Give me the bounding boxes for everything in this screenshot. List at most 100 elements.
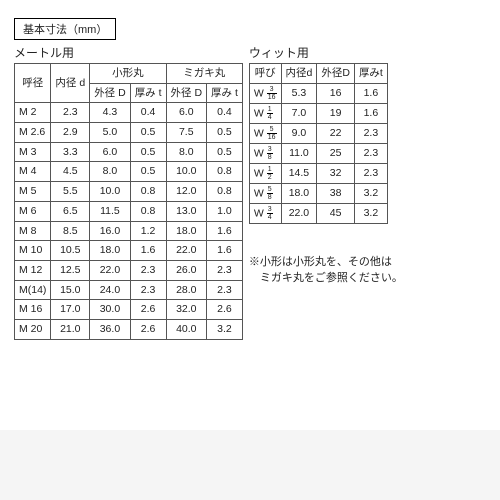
w-t: 厚みt — [354, 64, 387, 84]
table-row: W 3422.0453.2 — [249, 203, 387, 223]
table-row: M 88.516.01.218.01.6 — [15, 221, 243, 241]
cell: 0.8 — [207, 182, 243, 202]
metric-table: 呼径 内径 d 小形丸 ミガキ丸 外径 D 厚み t 外径 D 厚み t M 2… — [14, 63, 243, 340]
cell: 8.0 — [166, 142, 207, 162]
cell: 22.0 — [166, 241, 207, 261]
cell: 2.6 — [207, 300, 243, 320]
cell: 2.3 — [354, 163, 387, 183]
cell: 4.5 — [51, 162, 90, 182]
cell: 2.3 — [207, 280, 243, 300]
table-row: M 33.36.00.58.00.5 — [15, 142, 243, 162]
col-od1: 外径 D — [90, 83, 131, 103]
table-row: M 2.62.95.00.57.50.5 — [15, 123, 243, 143]
cell: 8.0 — [90, 162, 131, 182]
title-box: 基本寸法（mm） — [14, 18, 116, 40]
cell: 10.0 — [90, 182, 131, 202]
cell: 9.0 — [281, 123, 317, 143]
cell: 0.5 — [207, 142, 243, 162]
note-line1: ※小形は小形丸を、その他は — [249, 256, 392, 268]
cell: 22.0 — [281, 203, 317, 223]
w-od: 外径D — [317, 64, 355, 84]
note-line2: ミガキ丸をご参照ください。 — [249, 272, 403, 284]
cell: 0.8 — [130, 201, 166, 221]
cell: 7.5 — [166, 123, 207, 143]
whit-table: 呼び 内径d 外径D 厚みt W 3165.3161.6W 147.0191.6… — [249, 63, 388, 224]
cell: 22 — [317, 123, 355, 143]
table-row: W 5818.0383.2 — [249, 183, 387, 203]
table-row: M 22.34.30.46.00.4 — [15, 103, 243, 123]
cell: 19 — [317, 103, 355, 123]
col-id: 内径 d — [51, 64, 90, 103]
cell-call: W 38 — [249, 143, 281, 163]
cell: 32.0 — [166, 300, 207, 320]
cell: 3.2 — [354, 203, 387, 223]
cell: 22.0 — [90, 260, 131, 280]
cell-call: W 12 — [249, 163, 281, 183]
cell: 2.3 — [130, 260, 166, 280]
cell: 11.5 — [90, 201, 131, 221]
cell: M 6 — [15, 201, 51, 221]
cell: M 2 — [15, 103, 51, 123]
cell: 0.4 — [207, 103, 243, 123]
cell: 14.5 — [281, 163, 317, 183]
cell: 40.0 — [166, 319, 207, 339]
cell: 1.0 — [207, 201, 243, 221]
cell: 12.5 — [51, 260, 90, 280]
cell: 0.5 — [130, 123, 166, 143]
cell: 32 — [317, 163, 355, 183]
cell-call: W 58 — [249, 183, 281, 203]
footnote: ※小形は小形丸を、その他は ミガキ丸をご参照ください。 — [249, 254, 403, 287]
table-row: M 1617.030.02.632.02.6 — [15, 300, 243, 320]
cell: 1.6 — [207, 221, 243, 241]
cell: 0.5 — [130, 162, 166, 182]
cell: M 20 — [15, 319, 51, 339]
table-row: W 3165.3161.6 — [249, 83, 387, 103]
cell: 2.6 — [130, 319, 166, 339]
cell: 36.0 — [90, 319, 131, 339]
cell: 6.0 — [90, 142, 131, 162]
cell: 4.3 — [90, 103, 131, 123]
table-row: W 1214.5322.3 — [249, 163, 387, 183]
cell: 28.0 — [166, 280, 207, 300]
cell: M 8 — [15, 221, 51, 241]
cell: M(14) — [15, 280, 51, 300]
cell-call: W 316 — [249, 83, 281, 103]
cell: 2.3 — [207, 260, 243, 280]
w-call: 呼び — [249, 64, 281, 84]
cell: 3.3 — [51, 142, 90, 162]
cell: 3.2 — [207, 319, 243, 339]
cell: 6.5 — [51, 201, 90, 221]
cell: 10.0 — [166, 162, 207, 182]
cell: 2.9 — [51, 123, 90, 143]
cell: M 4 — [15, 162, 51, 182]
cell: 1.6 — [354, 103, 387, 123]
cell: 10.5 — [51, 241, 90, 261]
cell: 21.0 — [51, 319, 90, 339]
cell: 8.5 — [51, 221, 90, 241]
cell: M 16 — [15, 300, 51, 320]
cell: 5.5 — [51, 182, 90, 202]
cell-call: W 34 — [249, 203, 281, 223]
cell: 3.2 — [354, 183, 387, 203]
table-row: M 1010.518.01.622.01.6 — [15, 241, 243, 261]
cell: 2.6 — [130, 300, 166, 320]
cell: 5.0 — [90, 123, 131, 143]
cell: 6.0 — [166, 103, 207, 123]
col-t1: 厚み t — [130, 83, 166, 103]
cell: 18.0 — [166, 221, 207, 241]
cell: 1.6 — [130, 241, 166, 261]
cell: 24.0 — [90, 280, 131, 300]
cell: 30.0 — [90, 300, 131, 320]
cell: M 3 — [15, 142, 51, 162]
cell: 0.8 — [207, 162, 243, 182]
cell: 38 — [317, 183, 355, 203]
metric-label: メートル用 — [14, 44, 243, 61]
cell: 16 — [317, 83, 355, 103]
cell: M 5 — [15, 182, 51, 202]
metric-block: メートル用 呼径 内径 d 小形丸 ミガキ丸 外径 D 厚み t 外径 D 厚み… — [14, 44, 243, 340]
cell: 16.0 — [90, 221, 131, 241]
cell: 18.0 — [90, 241, 131, 261]
cell: M 2.6 — [15, 123, 51, 143]
cell: 15.0 — [51, 280, 90, 300]
col-g1: 小形丸 — [90, 64, 166, 84]
